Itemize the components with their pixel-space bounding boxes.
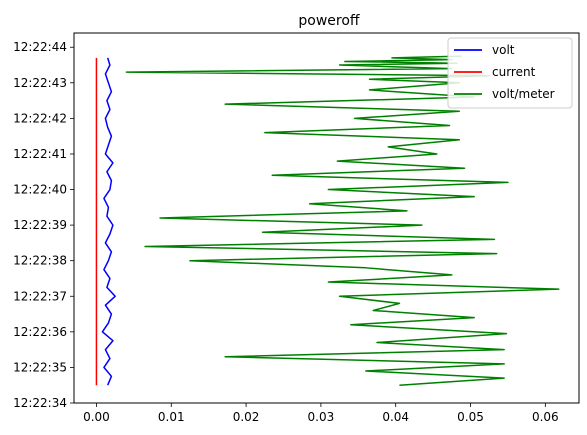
y-tick-label: 12:22:42	[13, 111, 67, 125]
x-axis: 0.00 0.01 0.02 0.03 0.04 0.05 0.06	[83, 403, 559, 424]
x-tick-label: 0.03	[308, 410, 335, 424]
y-tick-label: 12:22:41	[13, 147, 67, 161]
x-tick-label: 0.01	[158, 410, 185, 424]
chart-title: poweroff	[298, 13, 360, 29]
y-tick-label: 12:22:39	[13, 218, 67, 232]
y-tick-label: 12:22:43	[13, 76, 67, 90]
x-tick-label: 0.02	[233, 410, 260, 424]
plot-area	[95, 55, 560, 386]
legend-label: volt	[492, 43, 515, 57]
y-tick-label: 12:22:40	[13, 183, 67, 197]
y-axis: 12:22:34 12:22:35 12:22:36 12:22:37 12:22:38…	[13, 40, 74, 410]
legend-box	[447, 37, 573, 109]
y-tick-label: 12:22:37	[13, 289, 67, 303]
y-tick-label: 12:22:34	[13, 396, 67, 410]
legend-label: volt/meter	[492, 87, 555, 101]
x-tick-label: 0.00	[83, 410, 110, 424]
series-line-volt-meter	[125, 55, 560, 386]
x-tick-label: 0.06	[532, 410, 559, 424]
plot-frame	[73, 32, 580, 404]
y-tick-label: 12:22:36	[13, 325, 67, 339]
legend-label: current	[492, 65, 536, 79]
y-tick-label: 12:22:44	[13, 40, 67, 54]
x-tick-label: 0.05	[457, 410, 484, 424]
legend: volt current volt/meter	[447, 37, 573, 109]
y-tick-label: 12:22:38	[13, 254, 67, 268]
y-tick-label: 12:22:35	[13, 360, 67, 374]
series-line-volt	[101, 57, 116, 386]
x-tick-label: 0.04	[382, 410, 409, 424]
